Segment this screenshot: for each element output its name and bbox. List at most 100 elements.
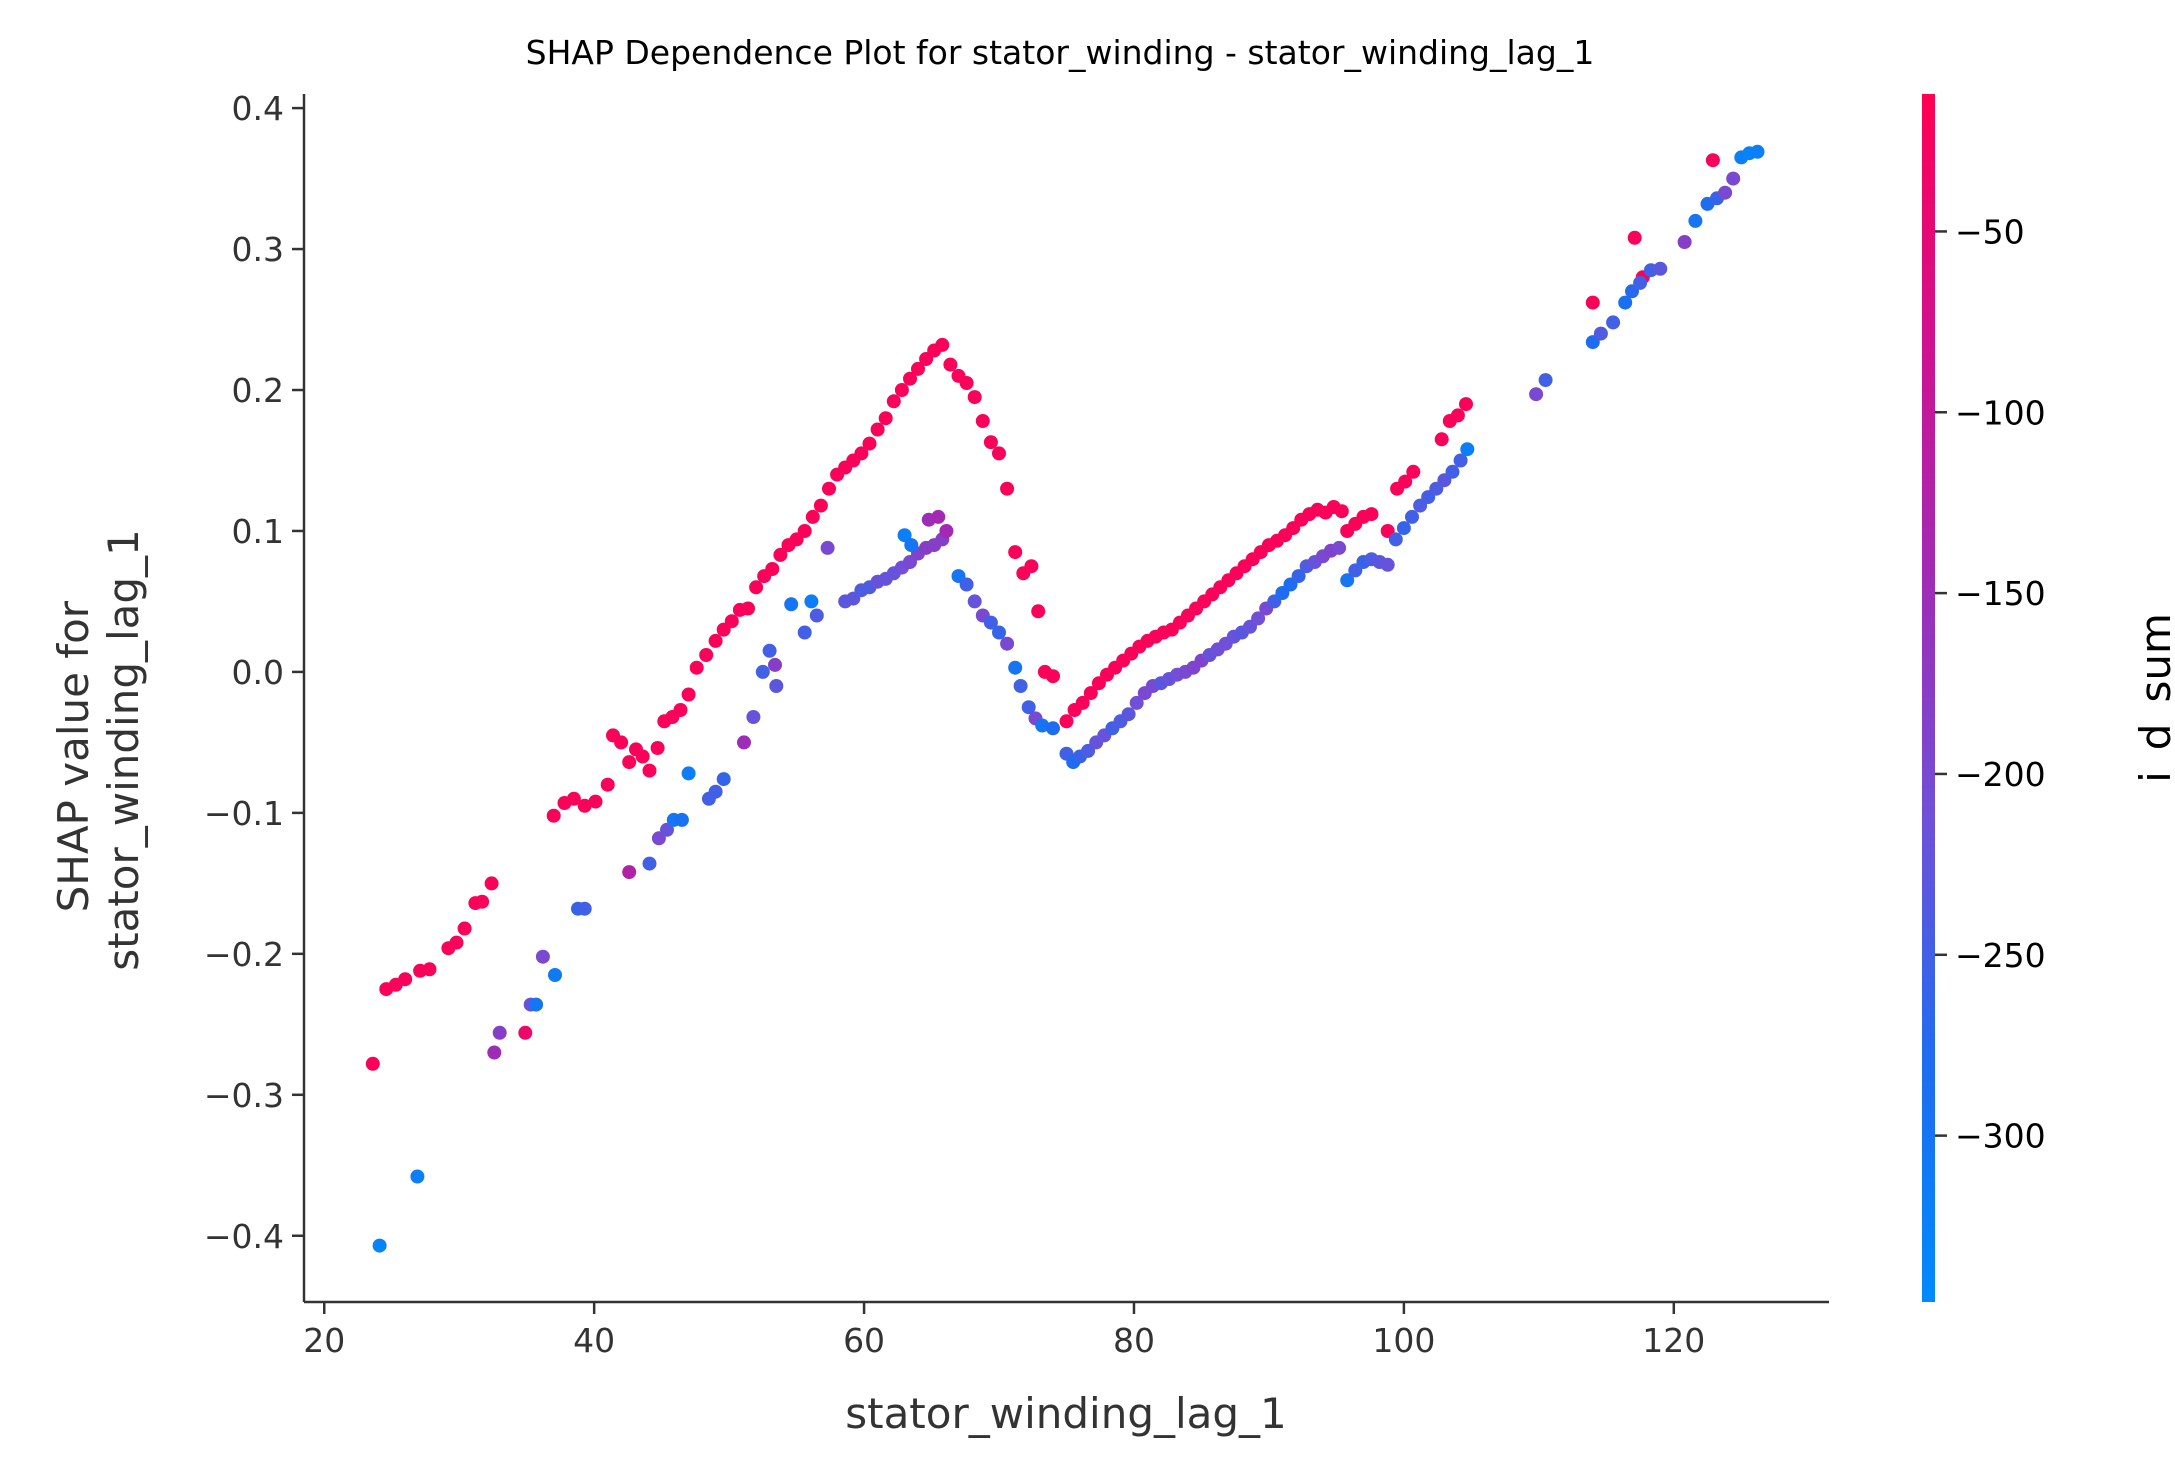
scatter-point	[681, 766, 696, 781]
scatter-point	[660, 822, 674, 837]
scatter-point	[939, 524, 954, 538]
y-tick-label: 0.3	[232, 230, 284, 269]
scatter-point	[862, 436, 877, 451]
scatter-point	[904, 538, 919, 553]
colorbar: −50 −100 −150 −200 −250 −300	[1922, 94, 2046, 1302]
scatter-point	[878, 411, 893, 426]
scatter-point	[1593, 326, 1608, 341]
scatter-point	[398, 972, 413, 987]
scatter-point	[931, 509, 946, 524]
scatter-point	[699, 648, 714, 662]
scatter-point	[992, 446, 1006, 461]
scatter-point	[546, 808, 561, 823]
colorbar-label: i_d_sum	[2131, 613, 2175, 783]
scatter-point	[870, 422, 885, 437]
scatter-point	[1035, 718, 1050, 733]
y-axis-label-line-1: SHAP value for	[49, 600, 98, 912]
scatter-point	[943, 357, 958, 372]
scatter-point	[642, 763, 657, 778]
scatter-point	[1046, 721, 1060, 736]
scatter-point	[935, 337, 950, 352]
colorbar-tick-label: −250	[1955, 936, 2046, 975]
scatter-point	[492, 1025, 507, 1040]
scatter-point	[475, 894, 490, 909]
scatter-point	[484, 876, 499, 891]
colorbar-gradient	[1922, 94, 1935, 1302]
scatter-point	[1008, 660, 1023, 675]
colorbar-tick-label: −50	[1955, 212, 2025, 251]
y-axis-label: SHAP value for stator_winding_lag_1	[49, 529, 148, 971]
scatter-point	[768, 657, 782, 672]
scatter-point	[903, 371, 917, 386]
scatter-point	[1453, 453, 1468, 468]
scatter-point	[1445, 464, 1460, 479]
scatter-point	[1653, 261, 1668, 276]
y-tick-label: −0.4	[204, 1217, 284, 1256]
scatter-point	[1031, 604, 1046, 619]
scatter-point	[1000, 636, 1015, 651]
scatter-point	[674, 812, 689, 827]
scatter-point	[1364, 507, 1379, 522]
scatter-point	[566, 791, 581, 806]
y-tick-label: 0.1	[232, 512, 284, 551]
scatter-point	[769, 679, 784, 693]
x-tick-label: 80	[1113, 1321, 1155, 1360]
scatter-point	[804, 594, 819, 609]
scatter-point	[708, 633, 723, 648]
x-tick-label: 20	[303, 1321, 345, 1360]
scatter-point	[822, 481, 836, 496]
scatter-point	[1024, 559, 1039, 574]
scatter-point	[773, 547, 788, 562]
y-tick-label: −0.3	[204, 1076, 284, 1115]
scatter-point	[809, 608, 824, 623]
scatter-point	[1075, 695, 1090, 710]
x-tick-label: 100	[1372, 1321, 1435, 1360]
scatter-point	[813, 498, 828, 513]
scatter-point	[1021, 700, 1036, 715]
scatter-point	[1291, 569, 1306, 584]
scatter-point	[1627, 230, 1642, 245]
scatter-point	[1538, 373, 1553, 388]
x-axis-label: stator_winding_lag_1	[845, 1389, 1287, 1438]
scatter-point	[983, 435, 998, 450]
scatter-point	[1340, 573, 1355, 588]
scatter-point	[622, 755, 637, 770]
scatter-point	[577, 901, 592, 916]
scatter-point	[422, 962, 437, 977]
scatter-point	[1000, 481, 1015, 496]
scatter-point	[1705, 153, 1720, 168]
scatter-point	[614, 735, 629, 750]
scatter-point	[449, 935, 464, 950]
scatter-point	[1633, 275, 1648, 290]
scatter-point	[1688, 213, 1703, 228]
scatter-point	[784, 597, 799, 612]
scatter-point	[1405, 509, 1419, 524]
scatter-point	[959, 376, 974, 390]
y-tick-label: −0.1	[204, 794, 284, 833]
y-axis-label-line-2: stator_winding_lag_1	[99, 529, 148, 971]
scatter-point	[365, 1056, 380, 1071]
scatter-point	[797, 625, 812, 640]
scatter-point	[1718, 185, 1733, 200]
scatter-point	[1606, 315, 1621, 330]
scatter-point	[716, 772, 731, 787]
x-tick-label: 40	[573, 1321, 615, 1360]
scatter-point	[959, 577, 974, 592]
scatter-point	[762, 643, 777, 658]
y-tick-label: 0.2	[232, 371, 284, 410]
scatter-point	[975, 414, 990, 428]
scatter-point	[820, 540, 835, 555]
scatter-point	[746, 710, 761, 724]
scatter-point	[894, 383, 909, 397]
scatter-point	[1013, 679, 1028, 693]
y-tick-label: −0.2	[204, 935, 284, 974]
scatter-point	[737, 735, 751, 750]
scatter-point	[797, 524, 812, 538]
scatter-point	[457, 921, 472, 936]
scatter-point	[765, 562, 780, 576]
scatter-point	[755, 664, 770, 679]
colorbar-tick-label: −300	[1955, 1117, 2046, 1156]
scatter-points	[365, 144, 1765, 1253]
scatter-point	[535, 949, 550, 964]
scatter-point	[529, 997, 544, 1012]
